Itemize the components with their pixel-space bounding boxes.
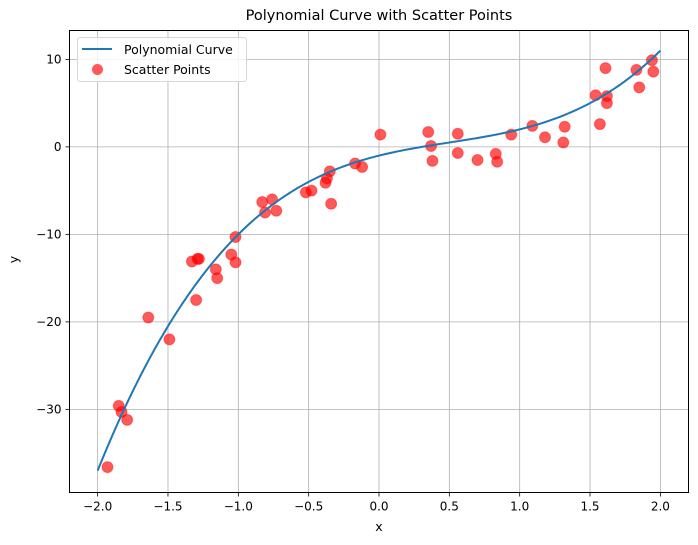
y-tick-label: 0 <box>54 140 62 154</box>
scatter-point <box>163 333 176 346</box>
scatter-point <box>471 154 484 166</box>
scatter-points <box>101 54 660 474</box>
x-tick-label: −1.5 <box>153 500 182 514</box>
scatter-point <box>647 65 660 78</box>
x-axis-label: x <box>375 519 383 534</box>
x-tick-label: 0.5 <box>440 500 459 514</box>
y-tick-label: −20 <box>36 315 61 329</box>
scatter-point <box>259 206 272 219</box>
y-tick-label: −30 <box>36 402 61 416</box>
scatter-point <box>422 126 435 138</box>
legend: Polynomial Curve Scatter Points <box>77 37 247 82</box>
scatter-point <box>593 118 606 131</box>
scatter-point <box>356 161 369 173</box>
scatter-point <box>600 97 613 110</box>
x-tick-label: −2.0 <box>83 500 112 514</box>
x-tick-label: 0.0 <box>369 500 388 514</box>
scatter-point <box>101 461 114 474</box>
legend-item-curve: Polynomial Curve <box>78 39 233 59</box>
scatter-point <box>558 120 571 133</box>
dot-swatch-icon <box>92 63 103 75</box>
scatter-point <box>557 136 570 149</box>
line-swatch-icon <box>82 48 112 50</box>
scatter-point <box>325 197 338 210</box>
scatter-point <box>256 196 269 208</box>
y-axis-label: y <box>6 255 22 264</box>
scatter-point <box>633 81 646 94</box>
x-axis-ticks: −2.0 −1.5 −1.0 −0.5 0.0 0.5 1.0 1.5 2.0 <box>83 492 670 514</box>
scatter-point <box>190 294 203 306</box>
legend-label: Scatter Points <box>124 61 211 77</box>
scatter-point <box>426 154 439 167</box>
legend-label: Polynomial Curve <box>124 41 233 57</box>
x-tick-label: −1.0 <box>224 500 253 514</box>
scatter-point <box>211 272 224 285</box>
scatter-point <box>451 127 464 140</box>
scatter-point <box>630 63 643 76</box>
scatter-point <box>451 147 464 159</box>
scatter-point <box>229 256 242 269</box>
scatter-point <box>142 311 155 324</box>
chart-title: Polynomial Curve with Scatter Points <box>245 8 513 24</box>
x-tick-label: 1.0 <box>510 500 529 514</box>
scatter-point <box>121 413 134 426</box>
scatter-point <box>192 252 205 265</box>
scatter-point <box>374 128 387 141</box>
scatter-point <box>539 131 552 144</box>
scatter-point <box>305 184 318 197</box>
grid-lines <box>69 30 689 493</box>
y-axis-ticks: −30 −20 −10 0 10 <box>36 52 70 416</box>
y-tick-label: 10 <box>46 52 61 66</box>
scatter-point <box>599 62 612 75</box>
x-tick-label: 2.0 <box>651 500 670 514</box>
scatter-point <box>270 204 283 217</box>
scatter-point <box>491 155 504 168</box>
polynomial-curve <box>96 49 662 472</box>
x-tick-label: −0.5 <box>294 500 323 514</box>
y-tick-label: −10 <box>36 227 61 241</box>
legend-item-scatter: Scatter Points <box>78 59 211 79</box>
x-tick-label: 1.5 <box>580 500 599 514</box>
